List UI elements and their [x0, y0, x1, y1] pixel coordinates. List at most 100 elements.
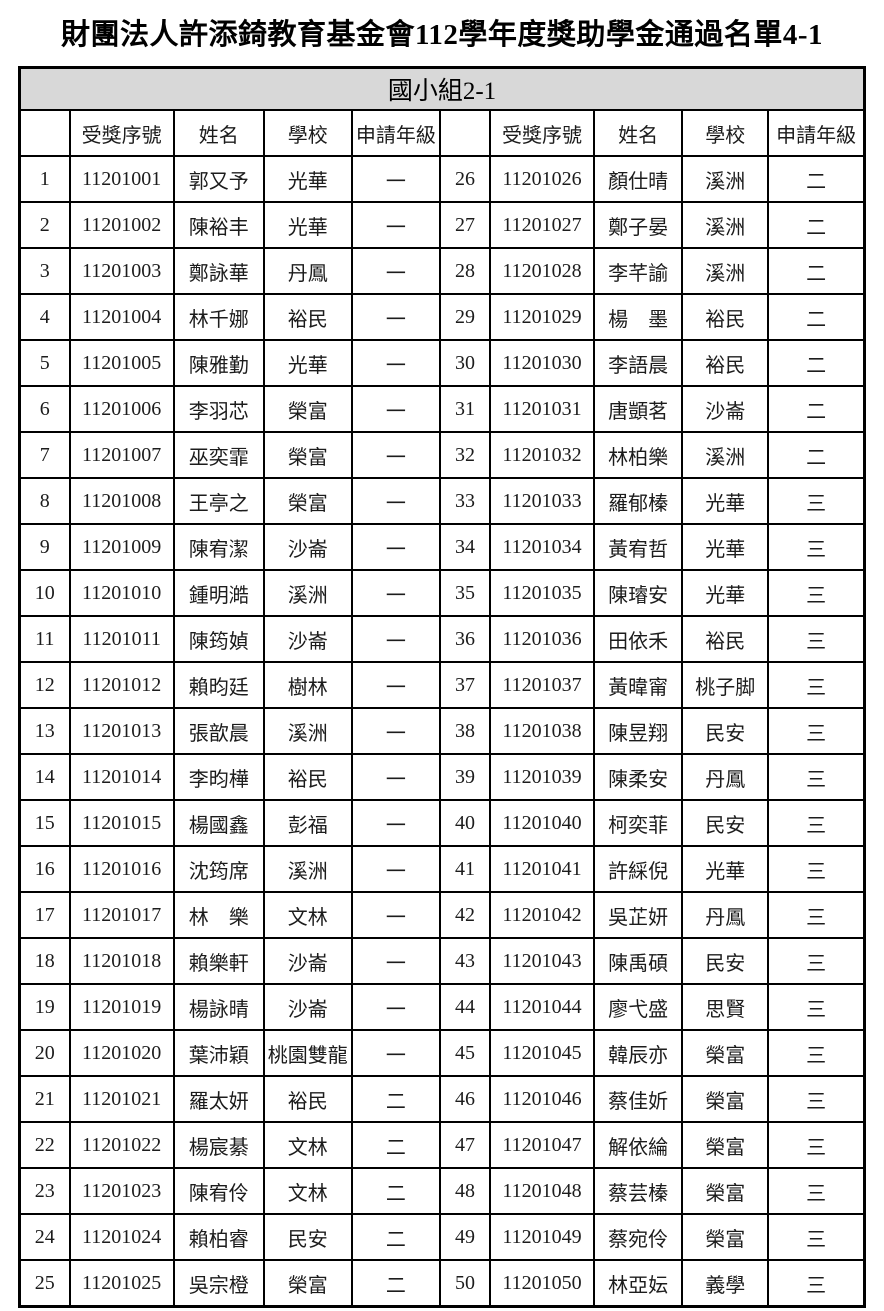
- header-cell-serial: 受獎序號: [488, 109, 596, 157]
- row-number-cell: 15: [18, 799, 71, 847]
- serial-cell: 11201035: [488, 569, 596, 617]
- header-cell-school: 學校: [681, 109, 770, 157]
- school-cell: 沙崙: [681, 385, 770, 433]
- row-number-cell: 38: [438, 707, 491, 755]
- grade-cell: 一: [350, 201, 441, 249]
- serial-cell: 11201020: [68, 1029, 175, 1077]
- grade-cell: 一: [350, 477, 441, 525]
- row-number-cell: 19: [18, 983, 71, 1031]
- table-row: 12 11201012 賴昀廷 樹林一 37 11201037 黃暐甯 桃子脚三: [18, 661, 866, 709]
- row-number-cell: 14: [18, 753, 71, 801]
- school-cell: 文林: [262, 1167, 353, 1215]
- serial-cell: 11201050: [488, 1259, 596, 1308]
- serial-cell: 11201048: [488, 1167, 596, 1215]
- name-cell: 黃宥哲: [593, 523, 684, 571]
- name-cell: 李昀樺: [172, 753, 265, 801]
- school-cell: 榮富: [262, 477, 353, 525]
- table-row: 21 11201021 羅太妍 裕民二 46 11201046 蔡佳妡 榮富三: [18, 1075, 866, 1123]
- row-number-cell: 17: [18, 891, 71, 939]
- serial-cell: 11201026: [488, 155, 596, 203]
- row-number-cell: 24: [18, 1213, 71, 1261]
- grade-cell: 一: [350, 753, 441, 801]
- header-cell-name: 姓名: [172, 109, 265, 157]
- row-number-cell: 33: [438, 477, 491, 525]
- row-number-cell: 50: [438, 1259, 491, 1308]
- name-cell: 解依綸: [593, 1121, 684, 1169]
- grade-cell: 三: [767, 1075, 866, 1123]
- school-cell: 桃子脚: [681, 661, 770, 709]
- table-row: 16 11201016 沈筠席 溪洲一 41 11201041 許綵倪 光華三: [18, 845, 866, 893]
- row-number-cell: 10: [18, 569, 71, 617]
- serial-cell: 11201040: [488, 799, 596, 847]
- serial-cell: 11201010: [68, 569, 175, 617]
- name-cell: 林 樂: [172, 891, 265, 939]
- name-cell: 陳昱翔: [593, 707, 684, 755]
- school-cell: 裕民: [681, 293, 770, 341]
- grade-cell: 二: [767, 201, 866, 249]
- name-cell: 沈筠席: [172, 845, 265, 893]
- grade-cell: 三: [767, 477, 866, 525]
- school-cell: 裕民: [681, 339, 770, 387]
- name-cell: 陳宥潔: [172, 523, 265, 571]
- school-cell: 光華: [262, 155, 353, 203]
- row-number-cell: 27: [438, 201, 491, 249]
- serial-cell: 11201047: [488, 1121, 596, 1169]
- row-number-cell: 6: [18, 385, 71, 433]
- serial-cell: 11201025: [68, 1259, 175, 1308]
- row-number-cell: 44: [438, 983, 491, 1031]
- serial-cell: 11201044: [488, 983, 596, 1031]
- school-cell: 沙崙: [262, 523, 353, 571]
- name-cell: 陳宥伶: [172, 1167, 265, 1215]
- school-cell: 榮富: [681, 1167, 770, 1215]
- group-header-row: 國小組2-1: [18, 66, 866, 111]
- serial-cell: 11201019: [68, 983, 175, 1031]
- school-cell: 溪洲: [262, 569, 353, 617]
- row-number-cell: 45: [438, 1029, 491, 1077]
- grade-cell: 一: [350, 983, 441, 1031]
- school-cell: 沙崙: [262, 983, 353, 1031]
- grade-cell: 二: [350, 1167, 441, 1215]
- serial-cell: 11201039: [488, 753, 596, 801]
- serial-cell: 11201021: [68, 1075, 175, 1123]
- row-number-cell: 4: [18, 293, 71, 341]
- grade-cell: 三: [767, 983, 866, 1031]
- table-row: 14 11201014 李昀樺 裕民一 39 11201039 陳柔安 丹鳳三: [18, 753, 866, 801]
- name-cell: 許綵倪: [593, 845, 684, 893]
- school-cell: 溪洲: [262, 707, 353, 755]
- name-cell: 吳宗橙: [172, 1259, 265, 1308]
- grade-cell: 一: [350, 155, 441, 203]
- grade-cell: 二: [767, 385, 866, 433]
- header-cell-blank: [18, 109, 71, 157]
- row-number-cell: 31: [438, 385, 491, 433]
- school-cell: 溪洲: [681, 201, 770, 249]
- serial-cell: 11201005: [68, 339, 175, 387]
- school-cell: 民安: [262, 1213, 353, 1261]
- name-cell: 楊國鑫: [172, 799, 265, 847]
- name-cell: 黃暐甯: [593, 661, 684, 709]
- grade-cell: 三: [767, 569, 866, 617]
- row-number-cell: 28: [438, 247, 491, 295]
- name-cell: 鄭子晏: [593, 201, 684, 249]
- row-number-cell: 23: [18, 1167, 71, 1215]
- serial-cell: 11201024: [68, 1213, 175, 1261]
- row-number-cell: 40: [438, 799, 491, 847]
- table-row: 24 11201024 賴柏睿 民安二 49 11201049 蔡宛伶 榮富三: [18, 1213, 866, 1261]
- name-cell: 顏仕晴: [593, 155, 684, 203]
- grade-cell: 二: [350, 1121, 441, 1169]
- name-cell: 陳禹碩: [593, 937, 684, 985]
- grade-cell: 三: [767, 1259, 866, 1308]
- school-cell: 光華: [262, 201, 353, 249]
- row-number-cell: 49: [438, 1213, 491, 1261]
- row-number-cell: 39: [438, 753, 491, 801]
- grade-cell: 一: [350, 523, 441, 571]
- name-cell: 蔡宛伶: [593, 1213, 684, 1261]
- serial-cell: 11201007: [68, 431, 175, 479]
- grade-cell: 三: [767, 937, 866, 985]
- name-cell: 陳筠媜: [172, 615, 265, 663]
- row-number-cell: 5: [18, 339, 71, 387]
- grade-cell: 三: [767, 661, 866, 709]
- name-cell: 唐顗茗: [593, 385, 684, 433]
- serial-cell: 11201030: [488, 339, 596, 387]
- header-cell-blank: [438, 109, 491, 157]
